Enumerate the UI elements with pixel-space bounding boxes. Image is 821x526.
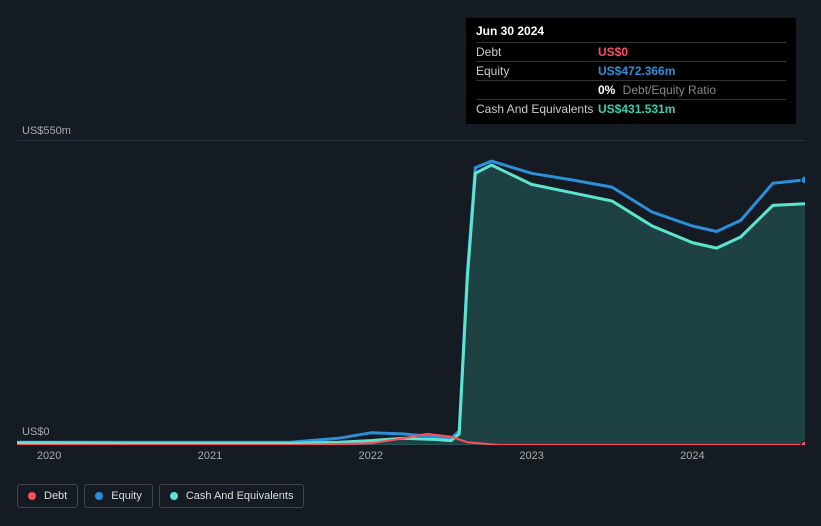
y-axis-max-label: US$550m <box>22 125 71 137</box>
legend-item-debt[interactable]: Debt <box>17 484 78 508</box>
legend-label: Equity <box>111 490 142 502</box>
tooltip-row-value: US$472.366m <box>598 64 786 78</box>
x-axis-year-label: 2023 <box>519 450 543 462</box>
x-axis-year-label: 2024 <box>680 450 704 462</box>
chart-plot-area <box>17 140 805 445</box>
x-axis-year-label: 2020 <box>37 450 61 462</box>
tooltip-row: Cash And EquivalentsUS$431.531m <box>476 99 786 118</box>
tooltip-row-label: Debt <box>476 45 598 59</box>
tooltip-row: EquityUS$472.366m <box>476 61 786 80</box>
legend-label: Cash And Equivalents <box>186 490 294 502</box>
tooltip-row-value: 0% Debt/Equity Ratio <box>598 83 786 97</box>
tooltip-row: 0% Debt/Equity Ratio <box>476 80 786 99</box>
tooltip-row-label <box>476 83 598 97</box>
tooltip-row: DebtUS$0 <box>476 42 786 61</box>
legend-dot-icon <box>95 492 103 500</box>
tooltip-date: Jun 30 2024 <box>476 24 786 42</box>
legend-item-equity[interactable]: Equity <box>84 484 153 508</box>
chart-legend: Debt Equity Cash And Equivalents <box>17 484 304 508</box>
x-axis-year-label: 2022 <box>359 450 383 462</box>
tooltip-row-label: Cash And Equivalents <box>476 102 598 116</box>
tooltip-row-value: US$0 <box>598 45 786 59</box>
legend-label: Debt <box>44 490 67 502</box>
chart-tooltip: Jun 30 2024 DebtUS$0EquityUS$472.366m0% … <box>466 18 796 124</box>
legend-dot-icon <box>170 492 178 500</box>
x-axis-year-label: 2021 <box>198 450 222 462</box>
tooltip-row-label: Equity <box>476 64 598 78</box>
x-axis-labels: 2020 2021 2022 2023 2024 <box>17 450 805 464</box>
tooltip-row-value: US$431.531m <box>598 102 786 116</box>
legend-dot-icon <box>28 492 36 500</box>
legend-item-cash-and-equivalents[interactable]: Cash And Equivalents <box>159 484 305 508</box>
chart-svg <box>17 140 805 445</box>
